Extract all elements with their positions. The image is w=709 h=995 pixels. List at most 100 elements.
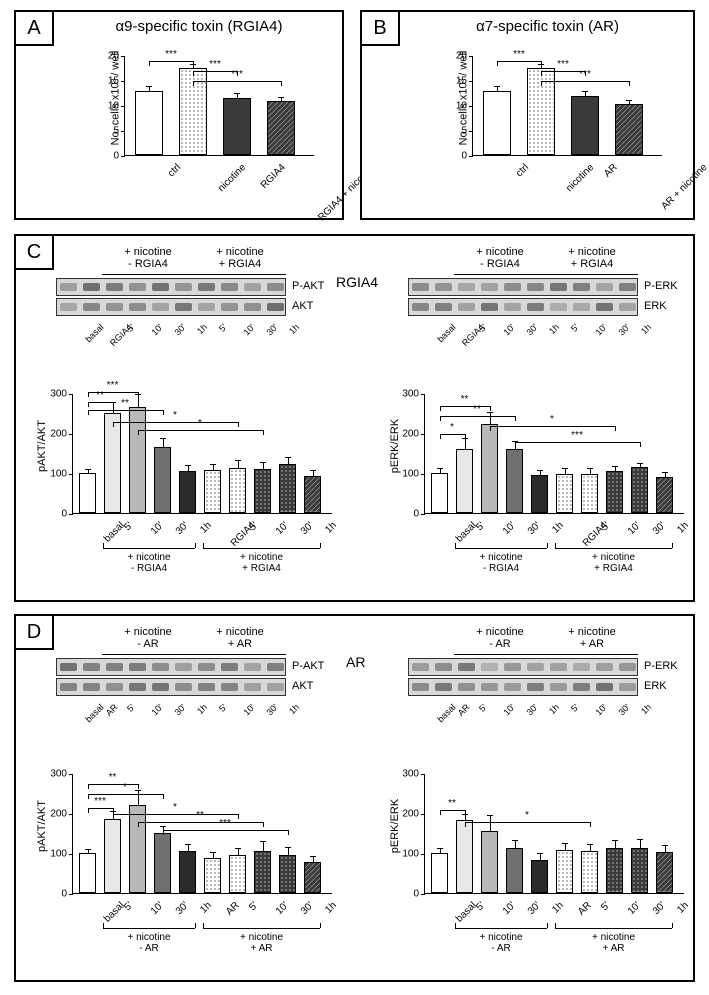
blot-band [56,278,286,296]
blot-band [56,298,286,316]
xtick-label: 1h [198,520,214,536]
xtick-label: 10' [501,520,518,537]
group-label: + nicotine [584,552,644,563]
xtick-label: 30' [526,900,543,917]
xtick-label: AR [224,900,242,918]
blot-lane-label: AR [455,702,471,718]
bar [606,471,623,513]
blot-lane-label: 10' [241,702,256,717]
bar [431,473,448,513]
blot-header: + AR [546,638,638,650]
bar [615,104,643,155]
blot-lane-label: 1h [287,702,301,716]
blot-header: - AR [102,638,194,650]
y-axis-label: pERK/ERK [389,799,401,853]
blot-row-label: ERK [644,300,667,312]
xtick-label: RGIA4 [259,162,288,191]
bar [556,850,573,893]
sig-label: *** [219,818,231,829]
blot-lane-label: AR [103,702,119,718]
group-label: + nicotine [471,552,531,563]
xtick-label: 30' [299,520,316,537]
xtick-label: 5' [599,900,612,913]
sig-label: * [173,802,177,813]
blot-band [408,678,638,696]
blot-lane-label: 1h [547,702,561,716]
ytick-label: 200 [402,809,419,820]
blot-header: + RGIA4 [546,258,638,270]
xtick-label: 1h [323,900,339,916]
ytick-label: 100 [50,469,67,480]
panel-c-label: C [14,234,54,270]
bar [79,473,96,513]
blot-lane-label: 5' [217,322,229,334]
xtick-label: 1h [323,520,339,536]
blot-lane-label: 10' [593,322,608,337]
blot-header: + RGIA4 [194,258,286,270]
group-label: + nicotine [119,932,179,943]
panel-a-label: A [14,10,54,46]
group-label: - RGIA4 [119,563,179,574]
bar [254,469,271,513]
group-label: + nicotine [584,932,644,943]
xtick-label: 5' [122,900,135,913]
plot-area: 0100200300************ [72,774,332,894]
ytick-label: 0 [61,509,67,520]
blot-lane-label: 30' [524,702,539,717]
blot-lane-label: 1h [639,322,653,336]
xtick-label: 5' [474,520,487,533]
panel-a: A α9-specific toxin (RGIA4) 05101520****… [14,10,344,220]
blot-header: - RGIA4 [102,258,194,270]
sig-label: ** [121,398,129,409]
blot-lane-label: basal [83,702,105,724]
ytick-label: 0 [461,151,467,162]
panel-d-blot-left: + nicotine- AR+ nicotine+ ARP-AKTAKTbasa… [56,658,346,748]
group-label: - AR [119,943,179,954]
xtick-label: nicotine [216,162,248,194]
xtick-label: 30' [299,900,316,917]
blot-band [408,278,638,296]
bar [581,474,598,513]
xtick-label: 30' [651,900,668,917]
group-label: + RGIA4 [232,563,292,574]
panel-d-label: D [14,614,54,650]
blot-lane-label: 5' [569,322,581,334]
xtick-label: 1h [675,900,691,916]
bar [606,848,623,893]
panel-d-blot-right: + nicotine- AR+ nicotine+ ARP-ERKERKbasa… [408,658,698,748]
panel-b-title: α7-specific toxin (AR) [402,18,693,35]
sig-label: * [525,810,529,821]
sig-label: ** [448,798,456,809]
sig-label: *** [107,380,119,391]
group-label: + nicotine [119,552,179,563]
panel-a-title: α9-specific toxin (RGIA4) [56,18,342,35]
bar [556,474,573,513]
blot-lane-label: 10' [149,702,164,717]
group-label: + AR [584,943,644,954]
bar [79,853,96,893]
bar [279,464,296,513]
group-label: - RGIA4 [471,563,531,574]
blot-band [56,658,286,676]
blot-header: - RGIA4 [454,258,546,270]
sig-label: *** [231,69,243,80]
panel-c-blot-right: + nicotine- RGIA4+ nicotine+ RGIA4P-ERKE… [408,278,698,368]
bar [481,831,498,893]
blot-lane-label: 1h [287,322,301,336]
blot-header: + nicotine [454,246,546,258]
ytick-label: 0 [61,889,67,900]
blot-lane-label: 1h [195,322,209,336]
bar [483,91,511,156]
panel-a-chart: 05101520*********No. cells x10³ / wellct… [86,48,336,228]
ytick-label: 100 [402,469,419,480]
sig-label: * [450,422,454,433]
blot-header: - AR [454,638,546,650]
blot-header: + AR [194,638,286,650]
xtick-label: 1h [550,520,566,536]
sig-label: *** [94,796,106,807]
blot-lane-label: basal [83,322,105,344]
sig-label: *** [571,430,583,441]
bar [571,96,599,155]
group-label: + AR [232,943,292,954]
blot-lane-label: 30' [524,322,539,337]
